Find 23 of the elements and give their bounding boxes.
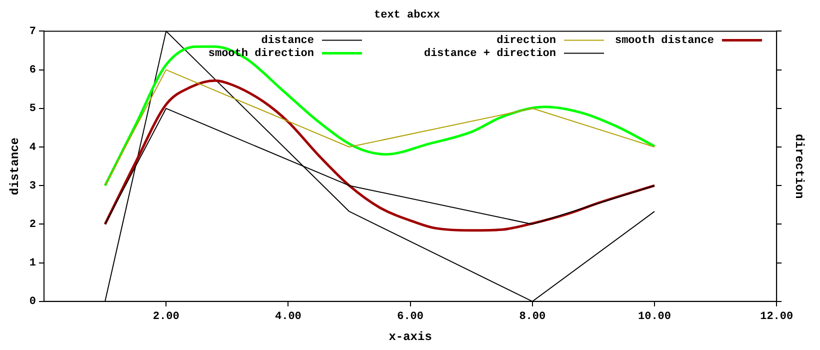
y-tick-label: 4: [29, 142, 36, 154]
line-series: [104, 45, 656, 187]
y-tick-label: 5: [29, 103, 36, 116]
y-tick-label: 0: [29, 296, 36, 308]
y-tick-label: 1: [29, 258, 36, 270]
legend-label: direction: [496, 34, 556, 47]
y-tick-label: 7: [29, 26, 36, 38]
x-axis-title: x-axis: [388, 330, 432, 344]
x-tick-label: 2.00: [152, 310, 180, 323]
y2-axis-title: direction: [792, 134, 806, 199]
x-tick-label: 6.00: [397, 310, 424, 323]
y-tick-label: 3: [29, 180, 36, 192]
x-tick-label: 8.00: [519, 310, 546, 323]
y-tick-label: 2: [29, 218, 36, 231]
x-tick-label: 12.00: [760, 310, 794, 323]
legend-label: distance + direction: [424, 48, 556, 60]
y-axis-title: distance: [8, 137, 22, 196]
legend-label: smooth distance: [614, 34, 714, 47]
y-tick-label: 6: [29, 64, 36, 77]
legend-label: distance: [261, 34, 314, 47]
chart-title: text abcxx: [374, 9, 440, 22]
x-tick-label: 4.00: [275, 310, 302, 323]
x-tick-label: 10.00: [638, 310, 672, 323]
